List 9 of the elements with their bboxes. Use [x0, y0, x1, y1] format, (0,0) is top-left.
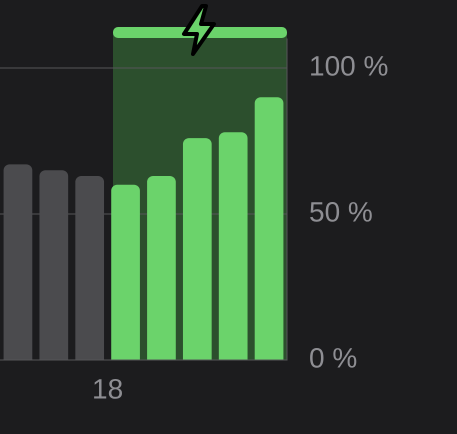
y-tick-label: 0 %: [309, 342, 358, 374]
bar: [147, 176, 176, 360]
bar: [182, 138, 212, 360]
bar: [218, 132, 248, 360]
x-tick-label: 18: [92, 374, 124, 405]
bar: [111, 184, 140, 360]
y-tick-label: 100 %: [309, 50, 388, 82]
y-tick-label: 50 %: [309, 196, 373, 228]
bar: [254, 97, 284, 360]
